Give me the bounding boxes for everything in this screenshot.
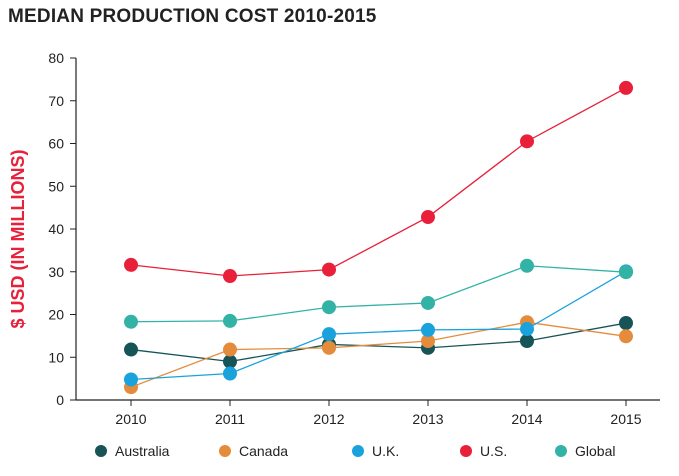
legend-marker <box>555 445 567 457</box>
data-point-u-k[interactable] <box>223 366 237 381</box>
y-tick-label: 10 <box>48 349 64 365</box>
legend-label: U.S. <box>480 443 507 459</box>
chart-title: MEDIAN PRODUCTION COST 2010-2015 <box>8 6 377 27</box>
y-tick-label: 40 <box>48 221 64 237</box>
legend-marker <box>95 445 107 457</box>
data-point-u-k[interactable] <box>421 322 435 337</box>
data-point-u-k[interactable] <box>520 322 534 337</box>
legend-label: Global <box>575 443 615 459</box>
x-tick-label: 2015 <box>610 411 641 427</box>
data-point-u-s[interactable] <box>421 210 435 225</box>
x-axis-ticks: 2010 2011 2012 2013 2014 2015 <box>115 400 642 427</box>
legend-label: U.K. <box>372 443 399 459</box>
data-point-global[interactable] <box>124 314 138 329</box>
data-point-canada[interactable] <box>223 342 237 357</box>
x-tick-label: 2012 <box>313 411 344 427</box>
legend-label: Australia <box>115 443 170 459</box>
data-point-australia[interactable] <box>124 342 138 357</box>
y-tick-label: 30 <box>48 264 64 280</box>
legend-marker <box>352 445 364 457</box>
data-point-u-s[interactable] <box>322 262 336 277</box>
y-tick-label: 60 <box>48 136 64 152</box>
data-point-australia[interactable] <box>619 316 633 331</box>
legend-marker <box>219 445 231 457</box>
data-point-australia[interactable] <box>223 354 237 369</box>
x-tick-label: 2013 <box>412 411 443 427</box>
data-point-u-s[interactable] <box>124 257 138 272</box>
y-axis-label: $ USD (IN MILLIONS) <box>8 149 28 328</box>
legend[interactable]: Australia Canada U.K. U.S. Global <box>95 443 615 459</box>
data-point-global[interactable] <box>322 300 336 315</box>
series-line-u-s <box>130 87 627 277</box>
legend-item-australia[interactable]: Australia <box>95 443 170 459</box>
data-point-global[interactable] <box>520 258 534 273</box>
legend-item-global[interactable]: Global <box>555 443 615 459</box>
data-point-u-s[interactable] <box>520 134 534 149</box>
data-point-u-k[interactable] <box>322 327 336 342</box>
data-point-u-s[interactable] <box>619 80 633 95</box>
data-point-canada[interactable] <box>421 334 435 349</box>
series-line-u-k <box>130 270 627 381</box>
y-axis-ticks: 0 10 20 30 40 50 60 70 80 <box>48 50 76 408</box>
x-tick-label: 2010 <box>115 411 146 427</box>
series-line-australia <box>130 322 627 363</box>
series-line-global <box>130 265 627 323</box>
legend-item-u-s[interactable]: U.S. <box>460 443 507 459</box>
data-point-u-k[interactable] <box>124 372 138 387</box>
y-tick-label: 0 <box>56 392 64 408</box>
legend-item-canada[interactable]: Canada <box>219 443 288 459</box>
x-tick-label: 2011 <box>215 411 245 427</box>
legend-label: Canada <box>239 443 288 459</box>
axes <box>75 58 660 401</box>
legend-marker <box>460 445 472 457</box>
series-line-canada <box>130 321 627 388</box>
data-point-canada[interactable] <box>322 340 336 355</box>
series-lines <box>130 87 627 388</box>
series-points <box>124 80 633 395</box>
data-point-australia[interactable] <box>520 334 534 349</box>
data-point-u-s[interactable] <box>223 269 237 284</box>
y-axis-label-group: $ USD (IN MILLIONS) <box>8 149 28 328</box>
data-point-global[interactable] <box>223 313 237 328</box>
data-point-global[interactable] <box>421 295 435 310</box>
data-point-global[interactable] <box>619 265 633 280</box>
y-tick-label: 50 <box>48 178 64 194</box>
y-tick-label: 70 <box>48 93 64 109</box>
x-tick-label: 2014 <box>511 411 542 427</box>
data-point-canada[interactable] <box>619 329 633 344</box>
y-tick-label: 20 <box>48 307 64 323</box>
y-tick-label: 80 <box>48 50 64 66</box>
legend-item-u-k[interactable]: U.K. <box>352 443 399 459</box>
